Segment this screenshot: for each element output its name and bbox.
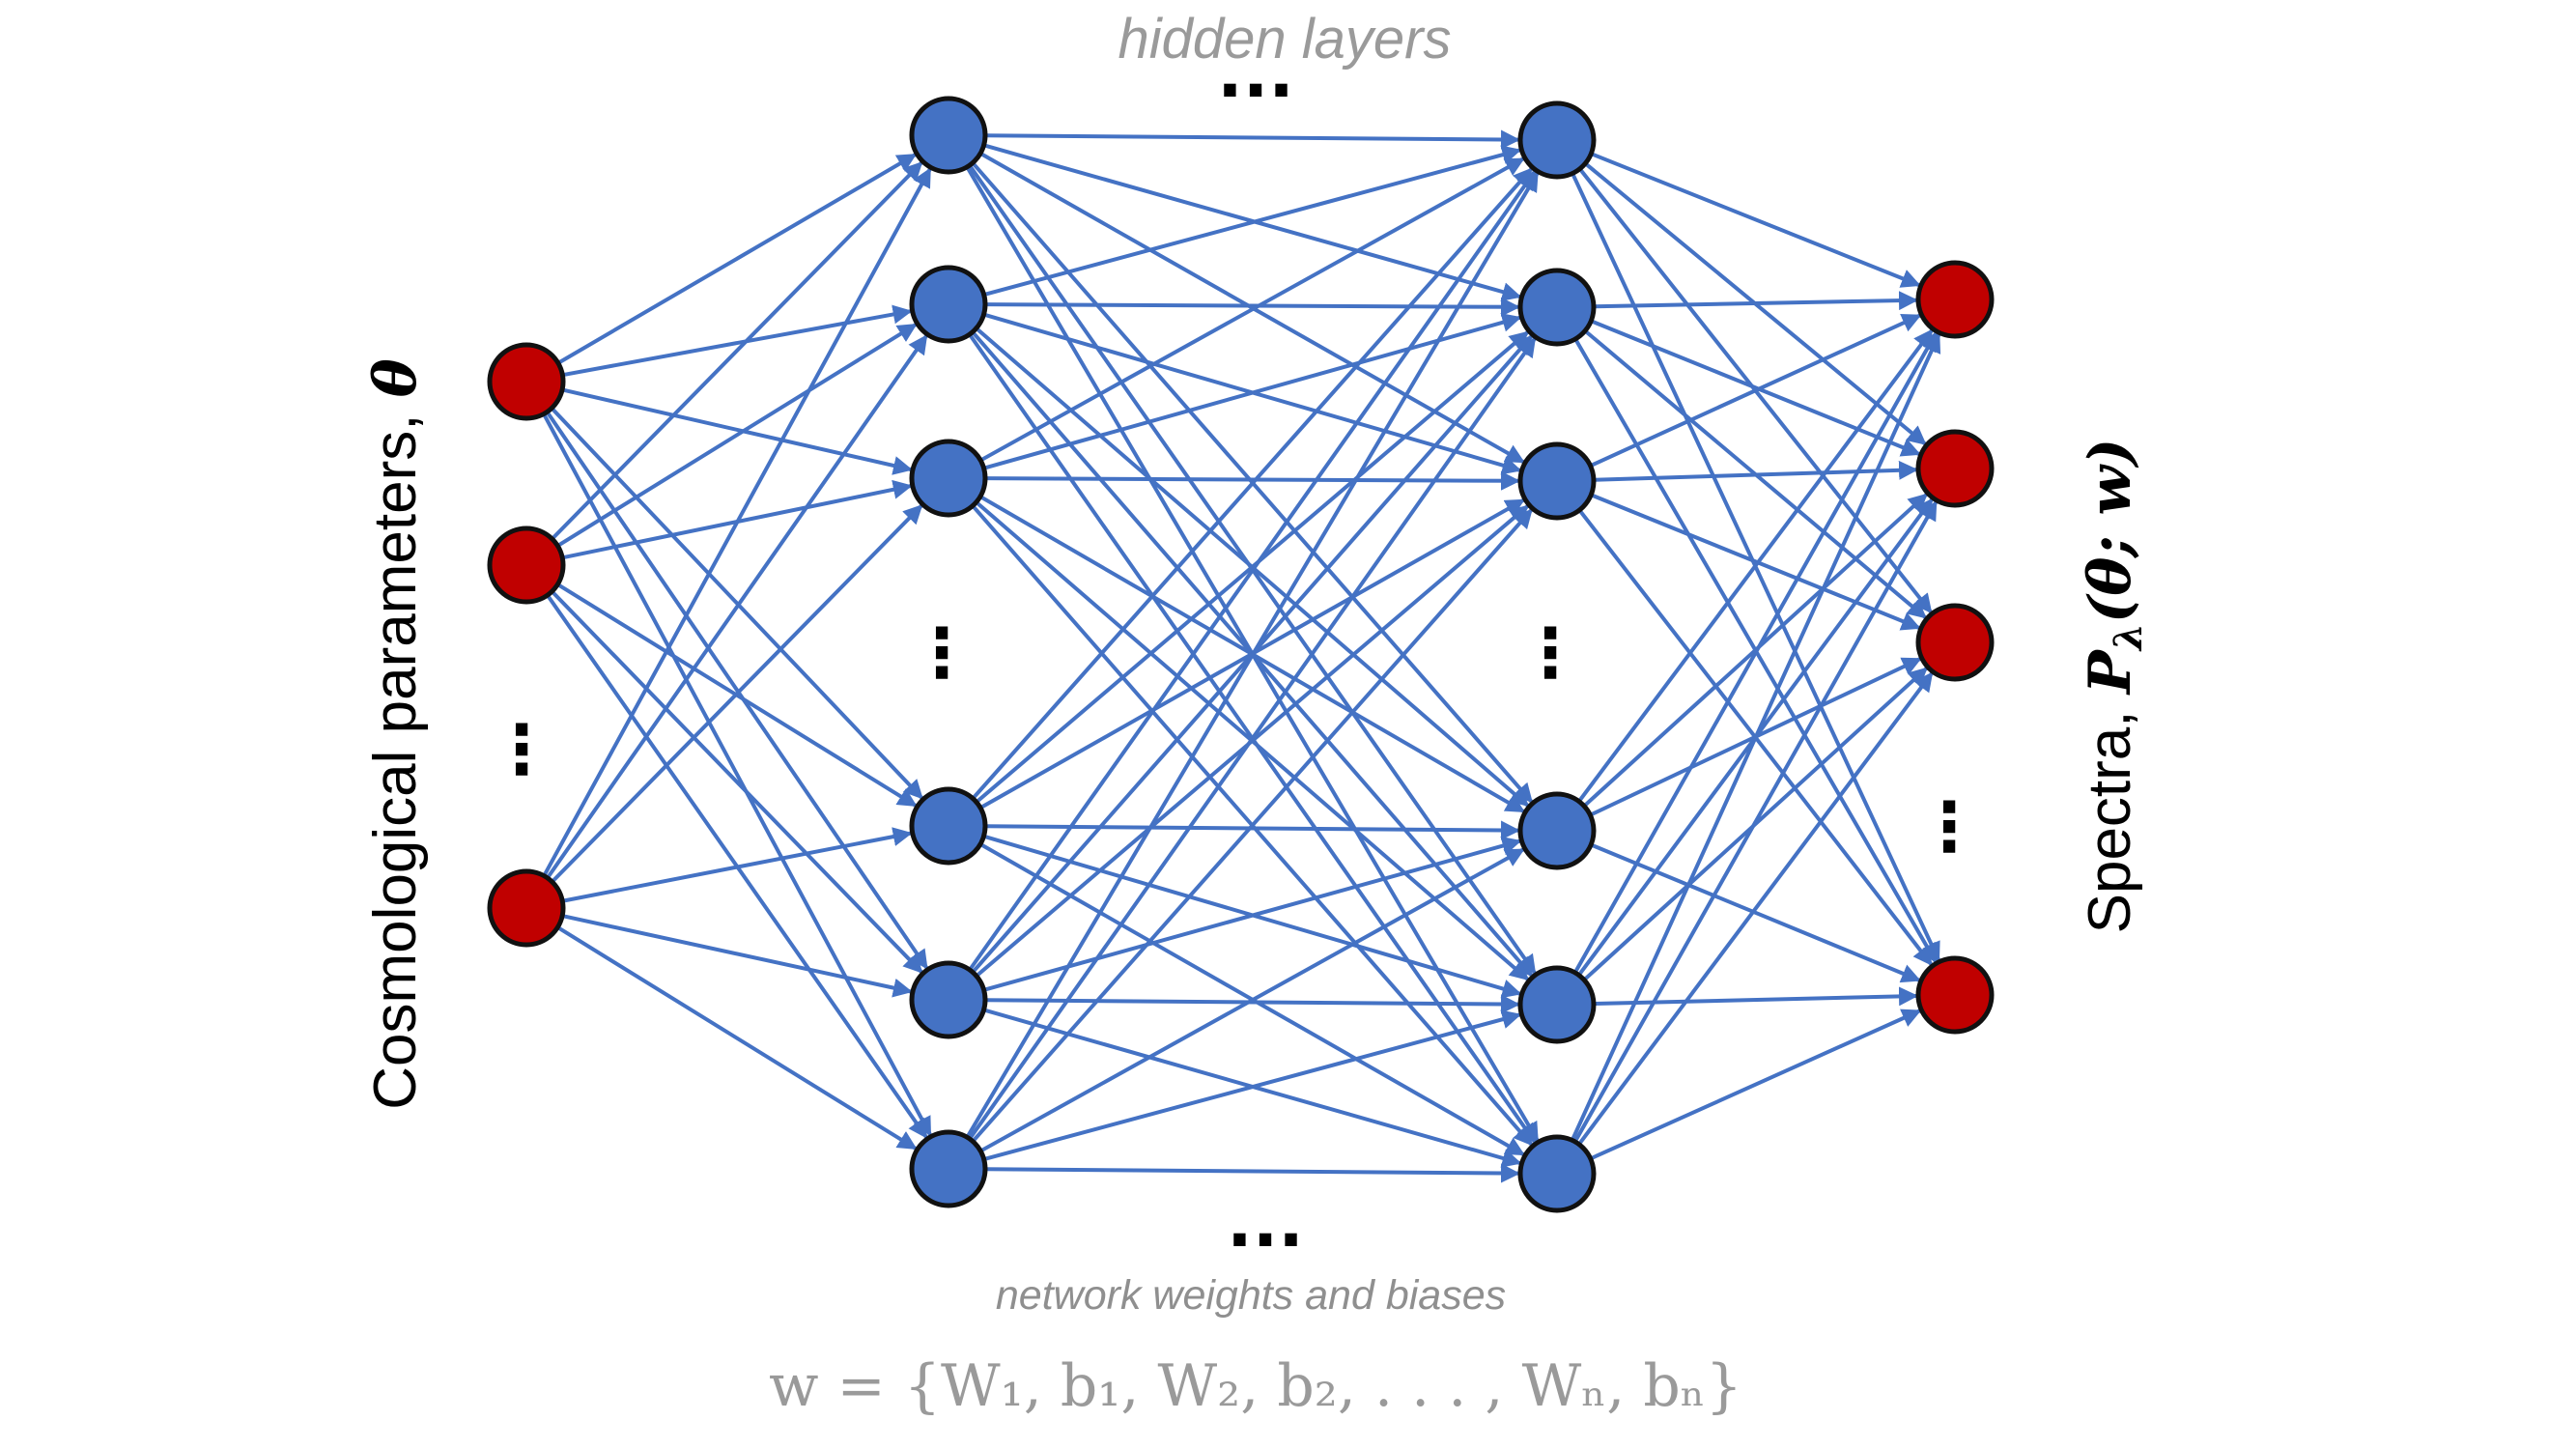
network-edge xyxy=(551,589,923,974)
hidden-layer-2-node xyxy=(1517,791,1597,870)
network-edge xyxy=(983,145,1522,298)
network-edge xyxy=(983,836,1522,992)
network-edge xyxy=(551,504,923,884)
hidden-layer-2-node xyxy=(1517,268,1597,347)
network-edge xyxy=(1590,152,1921,288)
network-edge xyxy=(1572,331,1939,974)
bottom-ellipsis: ... xyxy=(1227,1183,1304,1263)
network-edge xyxy=(1590,493,1921,631)
network-edge xyxy=(975,330,1530,804)
network-edge xyxy=(1577,328,1934,803)
network-nodes xyxy=(487,96,1995,1213)
network-edge xyxy=(561,914,913,998)
network-edge xyxy=(1589,1009,1922,1161)
hidden-layer-2-node xyxy=(1517,965,1597,1044)
network-edge xyxy=(561,827,913,903)
input-node xyxy=(487,342,566,421)
hidden-layer-2-node xyxy=(1517,441,1597,521)
network-edge xyxy=(1593,291,1919,311)
network-edge xyxy=(971,508,1533,1143)
network-edge xyxy=(1590,319,1921,457)
input-node xyxy=(487,868,566,948)
hidden-layer-1-node xyxy=(909,439,988,518)
network-edge xyxy=(984,1163,1521,1183)
network-edge xyxy=(551,161,923,541)
theta-symbol: θ xyxy=(362,358,430,397)
hidden-layer-2-node xyxy=(1517,1134,1597,1213)
network-edge xyxy=(1593,986,1919,1007)
network-edge xyxy=(561,387,913,475)
network-edge xyxy=(983,313,1522,470)
spectra-arguments: (θ; w) xyxy=(2077,439,2144,623)
network-edge xyxy=(979,847,1525,1153)
network-edge xyxy=(545,411,929,970)
input-column-ellipsis: ⋮ xyxy=(488,710,555,789)
output-column-ellipsis: ⋮ xyxy=(1915,787,1983,867)
network-edge xyxy=(550,407,923,800)
network-edge xyxy=(1572,500,1939,1143)
input-axis-text: Cosmological parameters, xyxy=(362,397,429,1109)
network-edge xyxy=(1593,460,1919,482)
hidden-layer-1-node xyxy=(909,960,988,1039)
network-edge xyxy=(542,167,932,877)
network-edge xyxy=(556,153,918,365)
network-edge xyxy=(979,156,1525,463)
network-edge xyxy=(556,925,918,1151)
top-ellipsis: ... xyxy=(1217,34,1294,113)
network-edge xyxy=(546,334,928,880)
output-node xyxy=(1915,955,1995,1035)
hidden-layer-1-node xyxy=(909,96,988,175)
network-edge xyxy=(984,129,1521,150)
network-edge xyxy=(556,323,918,548)
network-edge xyxy=(968,170,1537,972)
network-edge xyxy=(971,167,1533,800)
hidden-layer-1-node xyxy=(909,786,988,866)
network-edge xyxy=(1570,332,1941,1142)
network-edge xyxy=(984,297,1521,317)
output-axis-label: Spectra, Pλ(θ; w) xyxy=(2077,439,2151,934)
input-node xyxy=(487,526,566,605)
network-edge xyxy=(1590,842,1921,983)
hidden-layer-2-node xyxy=(1517,100,1597,180)
network-edge xyxy=(562,304,913,378)
network-edge xyxy=(968,337,1537,1141)
network-edges xyxy=(542,129,1941,1183)
network-edge xyxy=(542,412,932,1137)
network-weights-label: network weights and biases xyxy=(996,1272,1506,1319)
weights-formula: w = {W₁, b₁, W₂, b₂, . . . , Wₙ, bₙ} xyxy=(769,1352,1742,1420)
network-edge xyxy=(1589,313,1922,469)
network-edge xyxy=(965,171,1540,1139)
hidden-layers-label: hidden layers xyxy=(1118,8,1452,71)
hidden-layer-1-node xyxy=(909,265,988,344)
hidden-layer-1-ellipsis: ⋮ xyxy=(908,613,976,693)
hidden-layer-1-node xyxy=(909,1129,988,1208)
network-edge xyxy=(984,470,1521,491)
output-axis-text: Spectra, xyxy=(2077,694,2143,933)
input-axis-label: Cosmological parameters, θ xyxy=(362,358,430,1109)
network-edge xyxy=(1577,671,1934,1146)
spectra-symbol: P xyxy=(2077,648,2144,696)
output-node xyxy=(1915,603,1995,682)
hidden-layer-2-ellipsis: ⋮ xyxy=(1516,613,1584,693)
lambda-subscript: λ xyxy=(2106,623,2151,652)
network-edge xyxy=(983,1009,1522,1162)
output-node xyxy=(1915,429,1995,508)
output-node xyxy=(1915,260,1995,339)
